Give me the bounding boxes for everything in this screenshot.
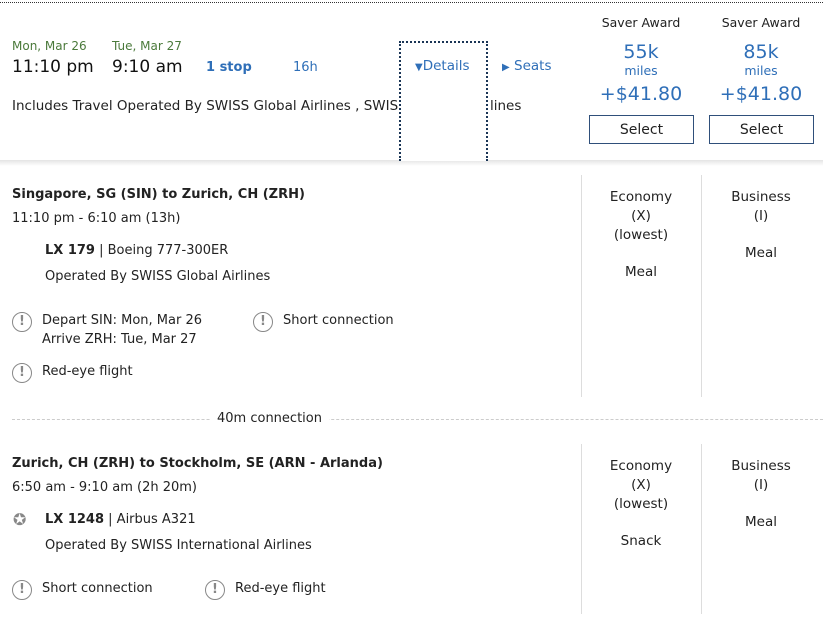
- fare-miles-unit: miles: [624, 63, 658, 78]
- warning-icon: !: [205, 580, 225, 600]
- details-focus-outline: [399, 41, 488, 161]
- aircraft: Airbus A321: [116, 512, 196, 527]
- fare-miles-unit: miles: [744, 63, 778, 78]
- cabin-note: (lowest): [613, 227, 669, 243]
- select-fare-button[interactable]: Select: [709, 115, 814, 144]
- cabin-code: (X): [631, 208, 651, 224]
- column-divider: [581, 175, 582, 397]
- connection-duration: 40m connection: [210, 411, 329, 426]
- duration: 16h: [293, 60, 318, 75]
- operated-tail: lines: [490, 98, 522, 114]
- depart-time: 11:10 pm: [12, 57, 94, 77]
- cabin-name: Economy: [609, 189, 673, 205]
- details-toggle[interactable]: ▼Details: [415, 58, 470, 74]
- notice-depart: Depart SIN: Mon, Mar 26: [42, 313, 202, 328]
- cabin-name: Business: [731, 458, 791, 474]
- depart-date: Mon, Mar 26: [12, 39, 87, 53]
- notice-red-eye: Red-eye flight: [235, 581, 326, 596]
- stops-link[interactable]: 1 stop: [206, 60, 252, 75]
- fare-label: Saver Award: [601, 15, 681, 30]
- fare-price: +$41.80: [719, 83, 803, 105]
- select-fare-button[interactable]: Select: [589, 115, 694, 144]
- segment-times: 6:50 am - 9:10 am (2h 20m): [12, 480, 197, 495]
- segment-route: Singapore, SG (SIN) to Zurich, CH (ZRH): [12, 187, 305, 202]
- column-divider: [581, 444, 582, 614]
- arrive-date: Tue, Mar 27: [112, 39, 182, 53]
- section-divider: [0, 160, 823, 166]
- cabin-code: (X): [631, 477, 651, 493]
- cabin-name: Economy: [609, 458, 673, 474]
- caret-right-icon: ▶: [502, 62, 510, 73]
- cabin-economy: Economy (X) (lowest) Meal: [581, 188, 701, 282]
- flight-info: LX 179 | Boeing 777-300ER: [45, 243, 229, 258]
- fare-price: +$41.80: [599, 83, 683, 105]
- fare-miles: 85k: [743, 41, 779, 63]
- notice-arrive: Arrive ZRH: Tue, Mar 27: [42, 332, 197, 347]
- cabin-business: Business (I) Meal: [701, 457, 821, 532]
- column-divider: [701, 444, 702, 614]
- cabin-meal: Meal: [745, 245, 777, 261]
- connection-line: [12, 419, 823, 420]
- seats-toggle[interactable]: ▶ Seats: [502, 58, 551, 74]
- operated-text: Includes Travel Operated By SWISS Global…: [12, 98, 429, 114]
- notice-red-eye: Red-eye flight: [42, 364, 133, 379]
- warning-icon: !: [12, 312, 32, 332]
- segment-route: Zurich, CH (ZRH) to Stockholm, SE (ARN -…: [12, 456, 383, 471]
- details-label: Details: [422, 58, 470, 74]
- arrive-time: 9:10 am: [112, 57, 183, 77]
- warning-icon: !: [12, 363, 32, 383]
- seats-label: Seats: [514, 58, 552, 74]
- top-border: [0, 2, 823, 3]
- cabin-meal: Meal: [625, 264, 657, 280]
- notice-short-connection: Short connection: [283, 313, 394, 328]
- cabin-meal: Meal: [745, 514, 777, 530]
- cabin-meal: Snack: [620, 533, 662, 549]
- flight-number: LX 179: [45, 243, 95, 258]
- notice-short-connection: Short connection: [42, 581, 153, 596]
- cabin-name: Business: [731, 189, 791, 205]
- cabin-note: (lowest): [613, 496, 669, 512]
- cabin-business: Business (I) Meal: [701, 188, 821, 263]
- flight-number: LX 1248: [45, 512, 105, 527]
- operated-by-summary: Includes Travel Operated By SWISS Global…: [12, 98, 429, 114]
- star-alliance-icon: ✪: [13, 510, 27, 529]
- cabin-code: (I): [753, 208, 769, 224]
- flight-info: LX 1248 | Airbus A321: [45, 512, 196, 527]
- caret-down-icon: ▼: [415, 62, 423, 73]
- aircraft: Boeing 777-300ER: [107, 243, 229, 258]
- operated-by: Operated By SWISS International Airlines: [45, 538, 312, 553]
- cabin-economy: Economy (X) (lowest) Snack: [581, 457, 701, 551]
- warning-icon: !: [253, 312, 273, 332]
- cabin-code: (I): [753, 477, 769, 493]
- segment-times: 11:10 pm - 6:10 am (13h): [12, 211, 181, 226]
- fare-label: Saver Award: [721, 15, 801, 30]
- warning-icon: !: [12, 580, 32, 600]
- column-divider: [701, 175, 702, 397]
- fare-miles: 55k: [623, 41, 659, 63]
- operated-by: Operated By SWISS Global Airlines: [45, 269, 271, 284]
